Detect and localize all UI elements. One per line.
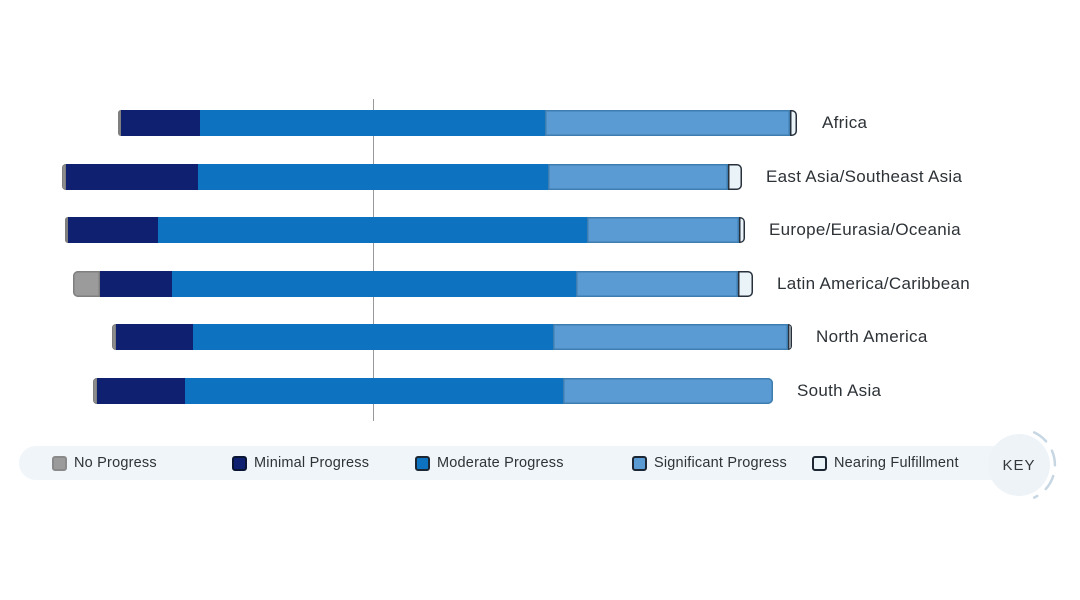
legend-bar (19, 446, 1040, 480)
bar-segment-no-progress (62, 164, 66, 190)
legend-item-minimal-progress: Minimal Progress (232, 446, 369, 480)
bar-row (65, 217, 746, 243)
bar-segment-significant-progress (576, 271, 738, 297)
bar-segment-nearing-fulfillment (790, 110, 797, 136)
bar-segment-moderate-progress (157, 217, 588, 243)
bar-segment-significant-progress (587, 217, 740, 243)
bar-segment-no-progress (112, 324, 116, 350)
vertical-gridline (373, 99, 374, 421)
bar-segment-nearing-fulfillment (728, 164, 742, 190)
bar-segment-minimal-progress (97, 378, 185, 404)
legend-item-moderate-progress: Moderate Progress (415, 446, 564, 480)
legend-swatch (812, 455, 827, 471)
bar-segment-moderate-progress (185, 378, 563, 404)
bar-row (62, 164, 742, 190)
bar-row (112, 324, 792, 350)
bar-segment-no-progress (73, 271, 100, 297)
bar-segment-no-progress (65, 217, 68, 243)
bar-label: Europe/Eurasia/Oceania (769, 220, 961, 239)
legend-label: Minimal Progress (254, 455, 370, 471)
bar-label: South Asia (797, 381, 882, 400)
bar-label: Latin America/Caribbean (777, 274, 971, 293)
bar-segment-minimal-progress (66, 164, 198, 190)
bar-segment-moderate-progress (198, 164, 548, 190)
bar-segment-nearing-fulfillment (739, 217, 746, 243)
stacked-bar-chart: Africa East Asia/Southeast Asia Europe/Eur… (62, 99, 971, 421)
key-badge-label: KEY (1002, 456, 1036, 474)
bar-segment-no-progress (93, 378, 97, 404)
bar-segment-no-progress (118, 110, 121, 136)
bar-row (118, 110, 798, 136)
key-badge: KEY (988, 434, 1050, 496)
bar-segment-minimal-progress (68, 217, 158, 243)
bar-segment-significant-progress (545, 110, 790, 136)
bar-label: East Asia/Southeast Asia (766, 167, 963, 186)
legend-item-significant-progress: Significant Progress (632, 446, 787, 480)
bar-segment-significant-progress (548, 164, 728, 190)
bar-label: Africa (822, 113, 868, 132)
bar-segment-moderate-progress (193, 324, 553, 350)
bar-segment-significant-progress (553, 324, 788, 350)
bar-segment-nearing-fulfillment (738, 271, 753, 297)
legend-item-no-progress: No Progress (52, 446, 157, 480)
bar-row (93, 378, 773, 404)
bar-segment-nearing-fulfillment (788, 324, 792, 350)
legend-swatch (52, 455, 67, 471)
legend-label: Nearing Fulfillment (834, 455, 959, 471)
bar-row (73, 271, 753, 297)
legend-swatch (232, 455, 247, 471)
legend-label: Significant Progress (654, 455, 787, 471)
bar-segment-minimal-progress (116, 324, 193, 350)
legend-swatch (632, 455, 647, 471)
bar-label: North America (816, 327, 928, 346)
bar-segment-moderate-progress (200, 110, 545, 136)
bar-segment-significant-progress (563, 378, 773, 404)
legend-item-nearing-fulfillment: Nearing Fulfillment (812, 446, 959, 480)
legend-label: No Progress (74, 455, 157, 471)
legend-label: Moderate Progress (437, 455, 564, 471)
bar-segment-minimal-progress (100, 271, 172, 297)
bar-segment-moderate-progress (172, 271, 576, 297)
bar-segment-minimal-progress (121, 110, 200, 136)
legend-swatch (415, 455, 430, 471)
